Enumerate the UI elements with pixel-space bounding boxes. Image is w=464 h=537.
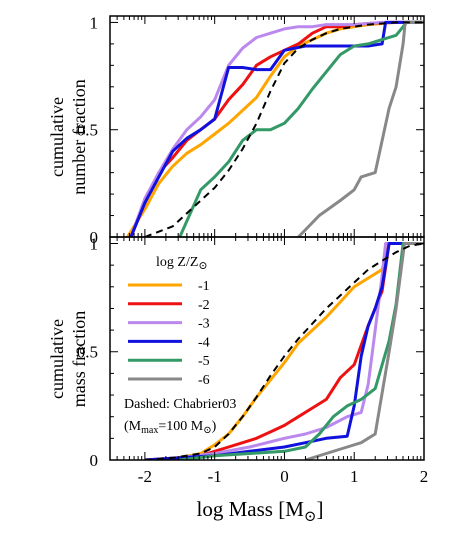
series-line-zm6-bottom: [304, 242, 424, 460]
y-axis-label-top-line2: number fraction: [69, 79, 89, 195]
y-tick-label-bottom: 0.5: [77, 343, 98, 362]
legend-title-sun-symbol: ⊙: [198, 260, 207, 272]
legend-note-mmax-value: =100 M: [158, 419, 203, 434]
series-line-chabrier-top: [144, 21, 424, 237]
series-line-zm5-top: [178, 20, 424, 237]
y-tick-label-top: 1: [90, 13, 99, 32]
axes-frame-bottom: [109, 236, 425, 461]
x-tick-label: -1: [208, 467, 222, 486]
panel-bottom: 0 0.5 1 -2 -1 0 1 2: [77, 234, 429, 486]
panel-top: 00.51: [77, 13, 425, 247]
series-line-zm3-top: [129, 20, 424, 237]
legend-title: log Z/Z⊙: [156, 255, 208, 272]
series-line-chabrier-bottom: [144, 242, 424, 460]
legend-label-zm1: -1: [198, 279, 210, 294]
legend-label-zm3: -3: [198, 317, 210, 332]
x-tick-label: 1: [350, 467, 359, 486]
y-tick-label-top: 0.5: [77, 121, 98, 140]
x-tick-label: 0: [280, 467, 289, 486]
legend-label-zm4: -4: [198, 335, 210, 350]
y-axis-label-bottom-line1: cumulative: [47, 319, 67, 399]
legend-note-chabrier: Dashed: Chabrier03: [124, 397, 236, 412]
legend-label-zm5: -5: [198, 354, 210, 369]
series-line-zm5-bottom: [179, 242, 424, 460]
series-line-zm2-top: [129, 20, 424, 237]
y-axis-label-bottom-line2: mass fraction: [69, 310, 89, 408]
legend-note-mmax-prefix: (M: [124, 419, 142, 434]
series-line-zm4-top: [129, 20, 424, 237]
y-axis-label-bottom: cumulative mass fraction: [46, 279, 90, 439]
axes-frame-top: [109, 15, 425, 238]
legend-label-zm2: -2: [198, 298, 210, 313]
y-tick-label-bottom: 1: [90, 234, 99, 253]
y-tick-label-top: 0: [90, 228, 99, 247]
series-line-zm1-bottom: [144, 242, 424, 460]
legend-note-mmax: (Mmax=100 M⊙): [124, 419, 217, 436]
x-tick-label: 2: [420, 467, 429, 486]
legend-title-text: log Z/Z: [156, 255, 198, 270]
x-axis-label: log Mass [M⊙]: [110, 497, 410, 526]
legend-note-sun-symbol: ⊙: [203, 425, 211, 436]
x-tick-label: -2: [138, 467, 152, 486]
legend-note-close: ): [212, 419, 217, 434]
legend-label-zm6: -6: [198, 373, 210, 388]
x-axis-label-sun-symbol: ⊙: [303, 509, 317, 526]
x-axis-label-close: ]: [316, 497, 324, 521]
legend-note-mmax-subscript: max: [141, 425, 158, 436]
y-axis-label-top: cumulative number fraction: [46, 57, 90, 217]
x-axis-label-text: log Mass [M: [196, 497, 304, 521]
y-axis-label-top-line1: cumulative: [47, 97, 67, 177]
y-tick-label-bottom: 0: [90, 451, 99, 470]
series-line-zm6-top: [297, 20, 424, 237]
